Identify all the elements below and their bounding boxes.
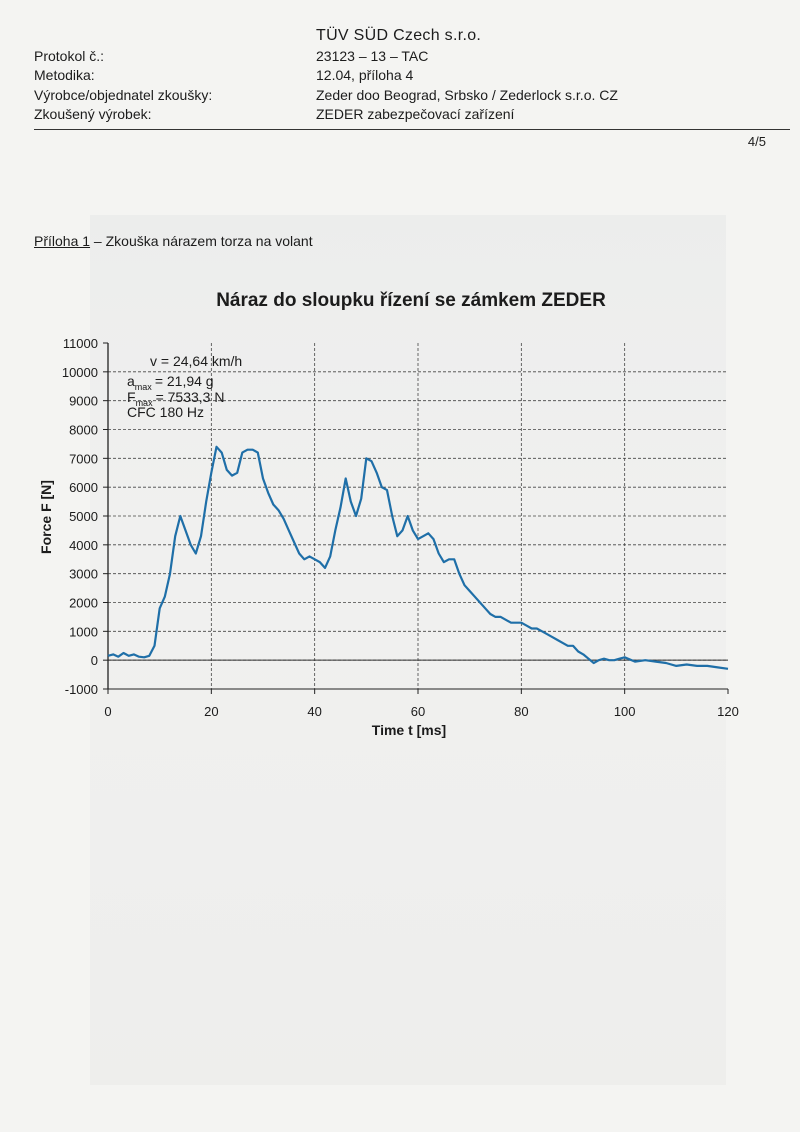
y-tick-label: 11000 <box>63 336 98 351</box>
x-tick-label: 100 <box>614 704 636 719</box>
acceleration-annotation: amax = 21,94 g <box>127 373 214 392</box>
y-tick-label: 8000 <box>69 423 98 438</box>
y-tick-label: 5000 <box>69 509 98 524</box>
y-tick-label: 10000 <box>62 365 98 380</box>
company-name: TÜV SÜD Czech s.r.o. <box>316 27 482 44</box>
protocol-label: Protokol č.: <box>34 48 105 64</box>
x-tick-label: 20 <box>204 704 218 719</box>
y-tick-label: 7000 <box>69 451 98 466</box>
appendix-title: Příloha 1 – Zkouška nárazem torza na vol… <box>34 233 313 249</box>
x-tick-labels: 0 20 40 60 80 100 120 <box>104 704 738 719</box>
page-number: 4/5 <box>747 134 766 149</box>
y-tick-label: 4000 <box>69 538 98 553</box>
appendix-label: Příloha 1 <box>34 233 91 249</box>
y-tick-label: 3000 <box>69 567 98 582</box>
protocol-value: 23123 – 13 – TAC <box>316 48 429 64</box>
y-tick-labels: -1000 0 1000 2000 3000 4000 5000 6000 7000 8000 90… <box>62 336 98 697</box>
product-value: ZEDER zabezpečovací zařízení <box>316 106 515 122</box>
chart-grid <box>108 343 728 689</box>
manufacturer-label: Výrobce/objednatel zkoušky: <box>34 87 213 103</box>
appendix-description: – Zkouška nárazem torza na volant <box>90 233 313 249</box>
y-axis-label: Force F [N] <box>38 480 54 554</box>
y-tick-label: 9000 <box>69 394 98 409</box>
product-label: Zkoušený výrobek: <box>34 106 152 122</box>
chart-title: Náraz do sloupku řízení se zámkem ZEDER <box>216 290 606 311</box>
force-max-annotation: Fmax = 7533,3 N <box>127 389 224 408</box>
header-divider <box>34 129 790 130</box>
y-tick-label: 1000 <box>69 624 98 639</box>
chart-axes <box>103 342 729 694</box>
x-tick-label: 60 <box>411 704 425 719</box>
x-axis-label: Time t [ms] <box>372 722 446 738</box>
y-tick-label: -1000 <box>65 682 98 697</box>
x-tick-label: 40 <box>307 704 321 719</box>
x-tick-label: 80 <box>514 704 528 719</box>
x-tick-label: 120 <box>717 704 739 719</box>
cfc-annotation: CFC 180 Hz <box>127 404 204 420</box>
background-photo-shadow <box>90 215 726 1085</box>
y-tick-label: 0 <box>91 653 98 668</box>
y-tick-label: 2000 <box>69 596 98 611</box>
velocity-annotation: v = 24,64 km/h <box>150 353 242 369</box>
manufacturer-value: Zeder doo Beograd, Srbsko / Zederlock s.… <box>316 87 618 103</box>
method-value: 12.04, příloha 4 <box>316 67 414 83</box>
method-label: Metodika: <box>34 67 95 83</box>
chart-annotation-box: v = 24,64 km/h amax = 21,94 g Fmax = 7533,… <box>127 353 242 420</box>
y-tick-label: 6000 <box>69 480 98 495</box>
x-tick-label: 0 <box>104 704 111 719</box>
force-series-line <box>107 445 729 670</box>
